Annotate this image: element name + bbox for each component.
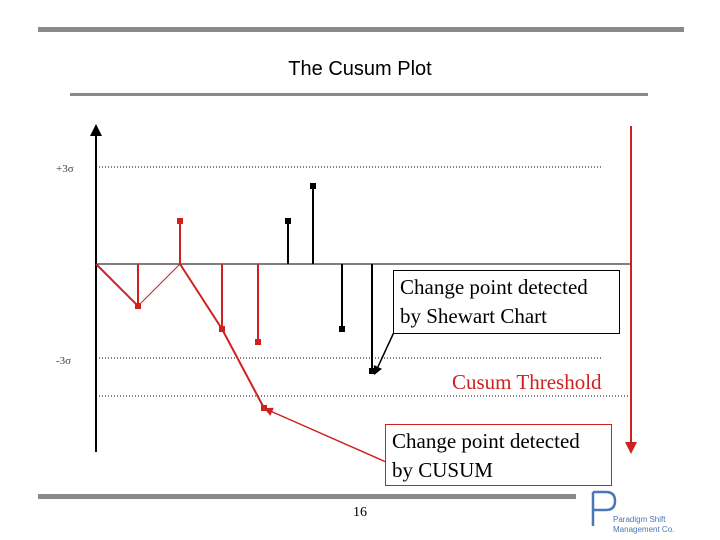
shewart-point: [369, 368, 375, 374]
shewart-point: [310, 183, 316, 189]
cusum-point: [135, 303, 141, 309]
shewart-callout: Change point detected by Shewart Chart: [393, 270, 620, 334]
cusum-point: [261, 405, 267, 411]
shewart-callout-line2: by Shewart Chart: [400, 304, 547, 328]
cusum-callout-line1: Change point detected: [392, 429, 580, 453]
cusum-threshold-label: Cusum Threshold: [452, 370, 602, 394]
upper-limit-label: +3σ: [56, 163, 74, 175]
shewart-callout-pointer: [373, 329, 396, 376]
company-logo-icon: [591, 490, 617, 526]
cusum-point: [177, 218, 183, 224]
logo-text-line2: Management Co.: [613, 525, 675, 534]
shewart-point: [339, 326, 345, 332]
cusum-callout-line2: by CUSUM: [392, 458, 493, 482]
bottom-rule: [38, 494, 576, 499]
cusum-point: [255, 339, 261, 345]
slide-title: The Cusum Plot: [288, 58, 432, 80]
cusum-series: [95, 218, 267, 411]
title-underline: [70, 93, 648, 96]
shewart-callout-line1: Change point detected: [400, 275, 588, 299]
cusum-callout: Change point detected by CUSUM: [385, 424, 612, 486]
logo-text-line1: Paradigm Shift: [613, 515, 666, 524]
lower-limit-label: -3σ: [56, 355, 72, 367]
page-number: 16: [353, 505, 367, 520]
shewart-point: [285, 218, 291, 224]
shewart-series: [285, 183, 375, 374]
top-rule: [38, 27, 684, 32]
cusum-callout-pointer: [263, 407, 387, 463]
